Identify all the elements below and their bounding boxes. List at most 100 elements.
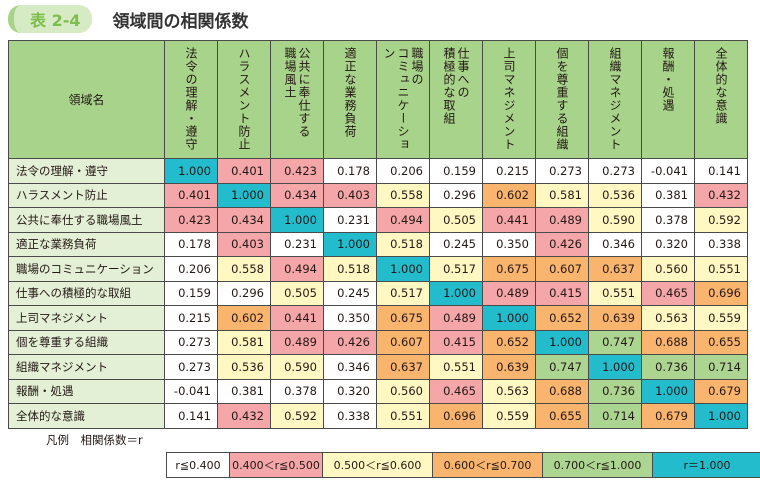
column-header-label: 組織マネジメント [608,47,622,151]
row-header: 組織マネジメント [8,354,165,380]
column-header-label: 全体的な意識 [714,47,728,125]
legend-item: r＝1.000 [653,453,760,477]
correlation-cell: 0.378 [270,378,324,404]
column-header: 職場の コミュニケーション [376,40,430,159]
correlation-cell: 0.296 [217,280,271,306]
column-header-label: 報酬・処遇 [661,47,675,112]
legend-item: 0.400＜r≦0.500 [230,453,323,477]
correlation-cell: 0.245 [323,280,377,306]
column-header-label: 上司マネジメント [502,47,516,151]
header-row: 領域名 法令の理解・遵守 ハラスメント防止 公共に奉仕する 職場風土 適正な業務負荷 職… [8,40,748,159]
correlation-cell: 0.558 [217,256,271,282]
correlation-cell: 1.000 [164,158,218,184]
correlation-cell: 1.000 [323,231,377,257]
correlation-cell: 0.675 [376,305,430,331]
column-header-label: 公共に奉仕する 職場風土 [283,47,311,138]
correlation-cell: 0.489 [535,207,589,233]
column-header: 適正な業務負荷 [323,40,377,159]
correlation-cell: 0.639 [588,305,642,331]
correlation-cell: 0.346 [588,231,642,257]
correlation-cell: 0.206 [164,256,218,282]
column-header: 仕事への 積極的な取組 [429,40,483,159]
column-header-label: 法令の理解・遵守 [184,47,198,151]
correlation-cell: 0.378 [641,207,695,233]
correlation-cell: 1.000 [429,280,483,306]
legend-item: 0.700＜r≦1.000 [543,453,653,477]
correlation-cell: 0.655 [694,329,748,355]
row-header: 法令の理解・遵守 [8,158,165,184]
correlation-cell: 0.273 [535,158,589,184]
correlation-cell: 0.679 [641,403,695,429]
correlation-cell: 0.696 [694,280,748,306]
correlation-cell: 0.688 [641,329,695,355]
row-header: 適正な業務負荷 [8,231,165,257]
correlation-cell: 0.518 [376,231,430,257]
correlation-cell: 0.489 [270,329,324,355]
correlation-cell: 0.141 [694,158,748,184]
correlation-cell: 0.736 [588,378,642,404]
correlation-cell: 0.560 [376,378,430,404]
correlation-cell: 0.551 [694,256,748,282]
table-row: 上司マネジメント 0.215 0.602 0.441 0.350 0.675 0.489 1.… [8,305,748,331]
correlation-cell: 0.747 [588,329,642,355]
correlation-cell: 0.590 [270,354,324,380]
column-header-label: 適正な業務負荷 [343,47,357,138]
correlation-cell: 0.590 [588,207,642,233]
row-header: 全体的な意識 [8,403,165,429]
correlation-cell: 0.350 [323,305,377,331]
table-row: 仕事への積極的な取組 0.159 0.296 0.505 0.245 0.517 1.000… [8,280,748,306]
column-header-label: 個を尊重する組織 [555,47,569,151]
correlation-cell: -0.041 [164,378,218,404]
correlation-cell: 0.320 [323,378,377,404]
correlation-cell: 1.000 [694,403,748,429]
correlation-cell: 0.403 [323,182,377,208]
correlation-cell: 0.465 [641,280,695,306]
column-header-label: 仕事への 積極的な取組 [442,47,470,125]
correlation-cell: 0.350 [482,231,536,257]
table-row: 職場のコミュニケーション 0.206 0.558 0.494 0.518 1.000 0.5… [8,256,748,282]
correlation-cell: 0.141 [164,403,218,429]
row-header: 職場のコミュニケーション [8,256,165,282]
column-header: 組織マネジメント [588,40,642,159]
correlation-cell: -0.041 [641,158,695,184]
correlation-cell: 0.273 [164,354,218,380]
page-title: 領域間の相関係数 [112,11,249,32]
correlation-cell: 0.536 [588,182,642,208]
correlation-cell: 0.602 [217,305,271,331]
corner-header: 領域名 [8,40,165,159]
correlation-cell: 1.000 [641,378,695,404]
correlation-cell: 0.338 [323,403,377,429]
table-row: 法令の理解・遵守 1.000 0.401 0.423 0.178 0.206 0.159 0.… [8,158,748,184]
correlation-cell: 0.465 [429,378,483,404]
column-header-label: ハラスメント防止 [237,47,251,151]
correlation-cell: 0.560 [641,256,695,282]
column-header: 公共に奉仕する 職場風土 [270,40,324,159]
correlation-cell: 1.000 [376,256,430,282]
correlation-cell: 0.206 [376,158,430,184]
correlation-cell: 0.381 [217,378,271,404]
correlation-cell: 0.637 [588,256,642,282]
correlation-cell: 0.652 [482,329,536,355]
correlation-cell: 0.637 [376,354,430,380]
correlation-cell: 0.403 [217,231,271,257]
correlation-cell: 0.563 [482,378,536,404]
correlation-cell: 0.563 [641,305,695,331]
correlation-cell: 0.592 [694,207,748,233]
correlation-cell: 0.423 [164,207,218,233]
correlation-cell: 0.607 [376,329,430,355]
correlation-cell: 0.736 [641,354,695,380]
correlation-cell: 0.581 [217,329,271,355]
correlation-cell: 0.655 [535,403,589,429]
correlation-cell: 1.000 [482,305,536,331]
correlation-cell: 0.381 [641,182,695,208]
correlation-cell: 0.581 [535,182,589,208]
row-header: 公共に奉仕する職場風土 [8,207,165,233]
correlation-cell: 0.558 [376,182,430,208]
table-row: 報酬・処遇 -0.041 0.381 0.378 0.320 0.560 0.465 0.56… [8,378,748,404]
correlation-cell: 0.517 [429,256,483,282]
legend-item: 0.500＜r≦0.600 [323,453,433,477]
correlation-cell: 0.602 [482,182,536,208]
table-row: ハラスメント防止 0.401 1.000 0.434 0.403 0.558 0.296 0.… [8,182,748,208]
correlation-cell: 1.000 [270,207,324,233]
legend: r≦0.400 0.400＜r≦0.500 0.500＜r≦0.600 0.600＜r… [166,452,760,478]
